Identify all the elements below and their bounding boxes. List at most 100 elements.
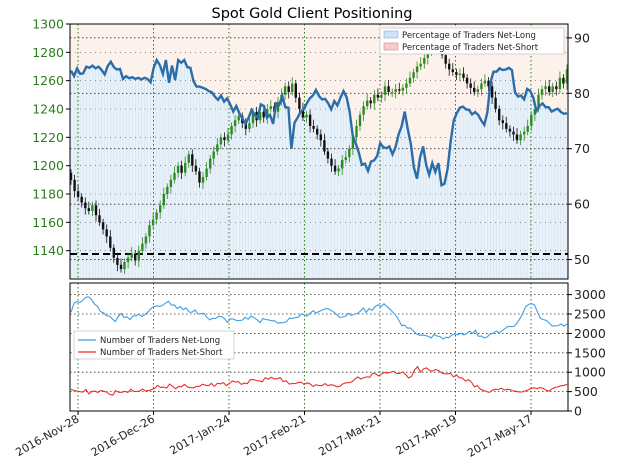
price-tick-label: 1280 <box>32 45 64 60</box>
candle-body <box>266 109 269 118</box>
candle-body <box>308 114 312 126</box>
count-tick-label: 0 <box>574 404 582 419</box>
candle-body <box>223 137 226 141</box>
candle-body <box>530 114 533 126</box>
candle-body <box>401 87 405 91</box>
candle-body <box>444 55 447 64</box>
candle-body <box>151 219 155 226</box>
candle-body <box>537 94 540 109</box>
date-tick-label: 2016-Dec-26 <box>89 412 157 459</box>
candle-body <box>119 264 123 270</box>
candle-body <box>473 87 476 93</box>
candle-body <box>533 109 537 115</box>
candle-body <box>548 86 551 92</box>
candle-body <box>276 101 280 112</box>
candle-body <box>515 134 519 141</box>
candle-body <box>269 106 272 109</box>
date-tick-label: 2017-Mar-21 <box>316 412 383 458</box>
candle-body <box>126 257 130 263</box>
count-tick-label: 1000 <box>574 365 606 380</box>
candle-body <box>351 137 355 149</box>
candle-body <box>526 126 529 132</box>
percent-tick-label: 70 <box>574 141 590 156</box>
candle-body <box>116 257 119 265</box>
bottom-legend: Number of Traders Net-Long Number of Tra… <box>73 330 235 360</box>
legend-net-long-label: Percentage of Traders Net-Long <box>402 31 536 41</box>
net-long-short-bands <box>70 24 568 279</box>
candle-body <box>91 205 94 211</box>
candle-body <box>162 194 165 206</box>
candle-body <box>376 94 380 98</box>
candle-body <box>358 114 362 126</box>
net-long-count-line <box>70 296 568 340</box>
count-tick-label: 2000 <box>574 326 606 341</box>
candle-body <box>369 100 372 104</box>
candle-body <box>130 253 133 258</box>
candle-body <box>387 86 390 92</box>
candle-body <box>194 165 198 172</box>
candle-body <box>544 86 547 90</box>
date-tick-label: 2017-Jan-24 <box>168 412 233 457</box>
count-tick-label: 3000 <box>574 287 606 302</box>
percent-tick-label: 50 <box>574 252 590 267</box>
candle-body <box>84 202 87 209</box>
candle-body <box>412 72 415 78</box>
candle-body <box>398 89 401 91</box>
candle-body <box>383 86 387 95</box>
price-tick-label: 1260 <box>32 73 64 88</box>
candle-body <box>426 52 429 58</box>
candle-body <box>448 63 451 70</box>
price-positioning-panel: 1140 1160 1180 1200 1220 1240 1260 1280 1300 50 6… <box>32 17 590 280</box>
candle-body <box>166 186 169 194</box>
candle-body <box>184 162 187 173</box>
candle-body <box>201 177 205 183</box>
chart-title: Spot Gold Client Positioning <box>212 6 413 22</box>
candle-body <box>87 208 90 211</box>
candle-body <box>205 168 208 177</box>
price-tick-label: 1160 <box>32 215 64 230</box>
legend-net-short-swatch <box>383 42 399 51</box>
candle-body <box>565 69 569 84</box>
candle-body <box>394 89 397 92</box>
candle-body <box>219 137 223 145</box>
percentage-axis-ticks: 50 60 70 80 90 <box>568 30 590 267</box>
legend-net-short-label: Percentage of Traders Net-Short <box>402 43 539 53</box>
candle-body <box>69 172 73 180</box>
candle-body <box>323 140 326 152</box>
candle-body <box>144 236 148 244</box>
date-tick-label: 2017-May-17 <box>465 412 534 460</box>
candle-body <box>501 120 504 124</box>
candle-body <box>291 83 294 92</box>
candle-body <box>341 160 344 169</box>
date-tick-label: 2016-Nov-28 <box>13 412 81 459</box>
candle-body <box>455 72 458 75</box>
candle-body <box>73 179 76 192</box>
price-tick-label: 1300 <box>32 17 64 32</box>
candle-body <box>251 111 255 124</box>
price-tick-label: 1140 <box>32 243 64 258</box>
candle-body <box>159 205 162 213</box>
candle-body <box>344 157 347 160</box>
candle-body <box>490 86 494 98</box>
price-axis-ticks: 1140 1160 1180 1200 1220 1240 1260 1280 1300 <box>32 17 70 258</box>
candle-body <box>212 151 215 159</box>
candle-body <box>465 77 469 84</box>
candle-body <box>498 109 501 121</box>
legend-long-count-label: Number of Traders Net-Long <box>100 336 220 346</box>
candle-body <box>244 123 247 129</box>
candle-body <box>337 168 340 172</box>
candle-body <box>105 229 108 237</box>
net-long-percentage-line <box>69 57 568 188</box>
candle-body <box>187 154 190 163</box>
candle-body <box>180 165 183 173</box>
candle-body <box>326 151 330 159</box>
candle-body <box>373 94 376 104</box>
trader-count-axis-ticks: 0 500 1000 1500 2000 2500 3000 <box>568 287 606 419</box>
candle-body <box>298 97 301 109</box>
candle-body <box>355 126 358 138</box>
candle-body <box>519 134 522 141</box>
candle-body <box>173 172 176 180</box>
candle-body <box>551 86 554 92</box>
candle-body <box>248 123 251 129</box>
candle-body <box>319 134 322 141</box>
